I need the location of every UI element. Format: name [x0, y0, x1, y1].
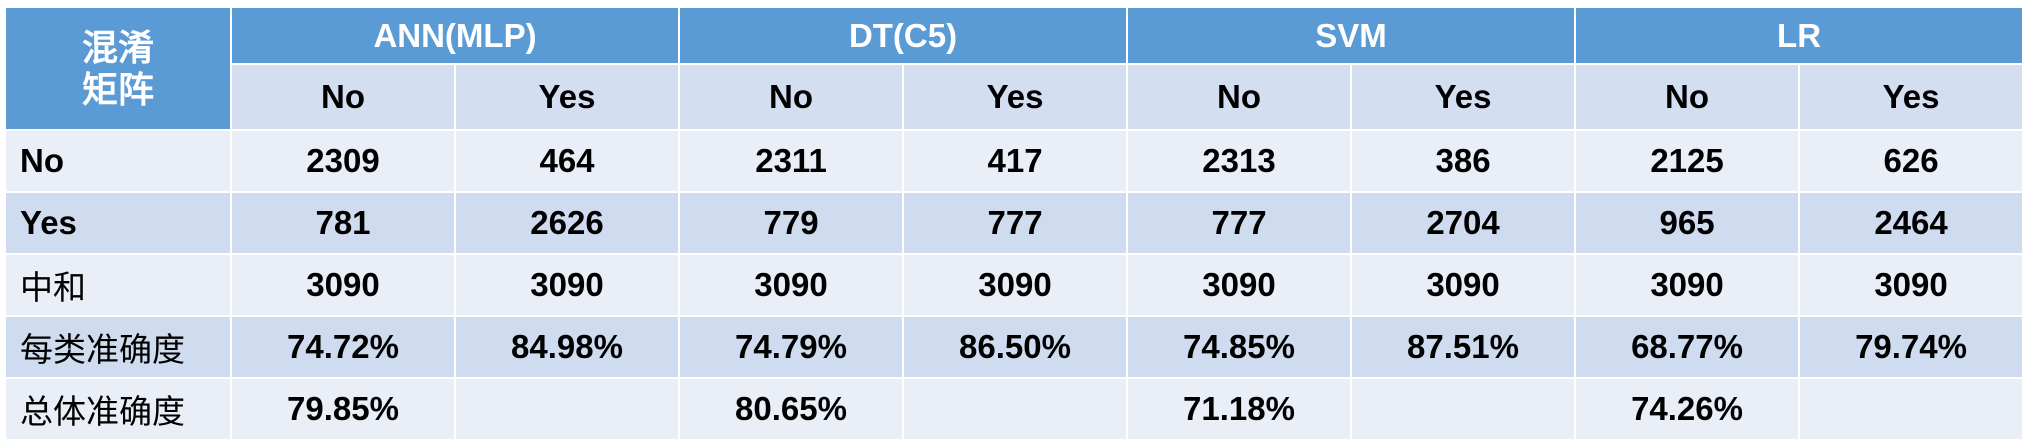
cell: 965 [1574, 191, 1801, 255]
subheader: No [678, 63, 905, 131]
subheader: No [1574, 63, 1801, 131]
cell: 80.65% [678, 377, 905, 441]
cell: 779 [678, 191, 905, 255]
cell: 84.98% [453, 315, 681, 379]
model-header: SVM [1126, 6, 1577, 65]
row-label: 总体准确度 [4, 377, 232, 441]
row-label: Yes [4, 191, 232, 255]
corner-text: 矩阵 [81, 68, 154, 110]
empty-cell [902, 377, 1129, 441]
cell: 74.26% [1574, 377, 1801, 441]
cell: 777 [902, 191, 1129, 255]
cell: 3090 [1350, 253, 1577, 317]
data-row: 中和 3090 3090 3090 3090 3090 3090 3090 3090 [4, 253, 2025, 317]
cell: 3090 [1798, 253, 2025, 317]
cell: 71.18% [1126, 377, 1353, 441]
empty-cell [1798, 377, 2025, 441]
overall-row: 总体准确度 79.85% 80.65% 71.18% 74.26% [4, 377, 2025, 441]
data-row: No 2309 464 2311 417 2313 386 2125 626 [4, 129, 2025, 193]
cell: 74.85% [1126, 315, 1353, 379]
cell: 386 [1350, 129, 1577, 193]
cell: 3090 [1126, 253, 1353, 317]
subheader: Yes [1350, 63, 1577, 131]
model-header: DT(C5) [678, 6, 1129, 65]
cell: 3090 [453, 253, 681, 317]
cell: 86.50% [902, 315, 1129, 379]
empty-cell [453, 377, 681, 441]
cell: 79.85% [230, 377, 456, 441]
subheader: No [230, 63, 456, 131]
cell: 68.77% [1574, 315, 1801, 379]
model-header: ANN(MLP) [229, 6, 681, 65]
cell: 3090 [230, 253, 456, 317]
cell: 417 [902, 129, 1129, 193]
cell: 2704 [1350, 191, 1577, 255]
subheader: No [1126, 63, 1353, 131]
cell: 74.79% [678, 315, 905, 379]
empty-cell [1350, 377, 1577, 441]
subheader: Yes [1798, 63, 2025, 131]
cell: 626 [1798, 129, 2025, 193]
cell: 3090 [1574, 253, 1801, 317]
row-label: No [4, 129, 232, 193]
cell: 2311 [678, 129, 905, 193]
row-label: 每类准确度 [4, 315, 232, 379]
row-label: 中和 [4, 253, 232, 317]
cell: 3090 [678, 253, 905, 317]
model-header: LR [1574, 6, 2025, 65]
cell: 2626 [453, 191, 681, 255]
data-row: 每类准确度 74.72% 84.98% 74.79% 86.50% 74.85% 87.51… [4, 315, 2025, 379]
cell: 2125 [1574, 129, 1801, 193]
corner-text: 混淆 [81, 26, 154, 68]
cell: 777 [1126, 191, 1353, 255]
confusion-table: 混淆 矩阵 ANN(MLP) DT(C5) SVM LR No Yes No Yes No Yes No… [4, 6, 2025, 441]
header-row: 混淆 矩阵 ANN(MLP) DT(C5) SVM LR [4, 6, 2025, 131]
cell: 2309 [230, 129, 456, 193]
corner-cell: 混淆 矩阵 [4, 6, 232, 131]
cell: 87.51% [1350, 315, 1577, 379]
subheader-row: No Yes No Yes No Yes No Yes [5, 63, 2025, 131]
cell: 79.74% [1798, 315, 2025, 379]
cell: 3090 [902, 253, 1129, 317]
subheader: Yes [453, 63, 681, 131]
cell: 464 [453, 129, 681, 193]
subheader: Yes [902, 63, 1129, 131]
data-row: Yes 781 2626 779 777 777 2704 965 2464 [4, 191, 2025, 255]
cell: 74.72% [230, 315, 456, 379]
cell: 2313 [1126, 129, 1353, 193]
cell: 2464 [1798, 191, 2025, 255]
cell: 781 [230, 191, 456, 255]
